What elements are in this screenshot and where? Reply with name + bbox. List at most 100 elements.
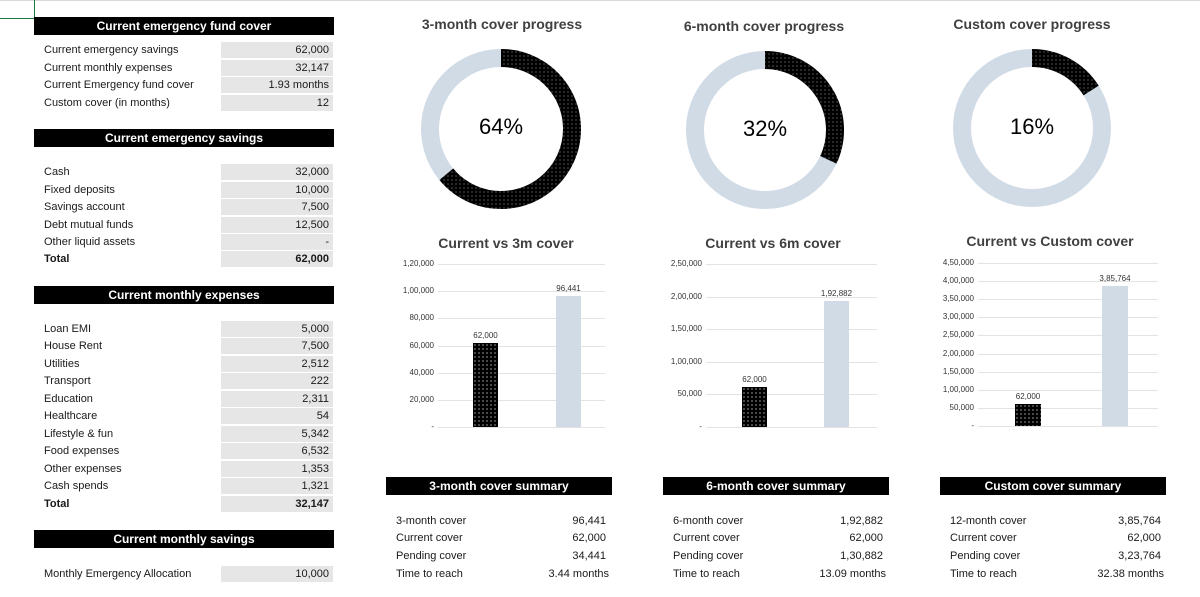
fund-cover-header: Current emergency fund cover xyxy=(34,17,334,35)
bar-3m-target xyxy=(556,296,581,427)
custom-cover-months-input[interactable]: 12 xyxy=(221,95,333,111)
bar-3m-current xyxy=(473,342,498,427)
expense-input[interactable]: 222 xyxy=(221,373,333,389)
summary-3m-header: 3-month cover summary xyxy=(386,477,612,495)
y-tick-label: 50,000 xyxy=(949,402,974,412)
y-tick-label: 3,00,000 xyxy=(942,312,974,322)
y-tick-label: 1,00,000 xyxy=(670,356,702,366)
y-tick-label: 50,000 xyxy=(677,389,702,399)
donut-3m-percent: 64% xyxy=(478,114,524,139)
gridline xyxy=(706,394,877,396)
gridline xyxy=(978,426,1158,427)
gridline xyxy=(978,299,1158,301)
bar-custom-current xyxy=(1015,403,1041,426)
y-tick-label: 4,00,000 xyxy=(942,276,974,286)
expense-label: Loan EMI xyxy=(44,323,92,335)
expenses-header: Current monthly expenses xyxy=(34,286,334,304)
fund-cover-value[interactable]: 1.93 months xyxy=(221,77,333,93)
expense-input[interactable]: 7,500 xyxy=(221,338,333,354)
summary-6m-value: 62,000 xyxy=(849,532,883,544)
y-tick-label: - xyxy=(971,421,974,430)
summary-custom-label: Current cover xyxy=(950,532,1017,544)
savings-total-value: 62,000 xyxy=(221,251,333,267)
summary-6m-value: 1,30,882 xyxy=(840,550,883,562)
donut-custom-title: Custom cover progress xyxy=(953,16,1111,32)
expense-label: Food expenses xyxy=(44,445,120,457)
savings-label: Cash xyxy=(44,166,70,178)
summary-3m-value: 3.44 months xyxy=(548,568,609,580)
y-tick-label: 1,00,000 xyxy=(942,384,974,394)
expenses-total-label: Total xyxy=(44,498,70,510)
donut-custom-percent: 16% xyxy=(1009,114,1055,139)
bar-data-label: 62,000 xyxy=(742,374,767,384)
summary-custom-header: Custom cover summary xyxy=(940,477,1166,495)
expense-input[interactable]: 2,512 xyxy=(221,356,333,372)
expense-input[interactable]: 6,532 xyxy=(221,443,333,459)
bar-data-label: 3,85,764 xyxy=(1099,274,1131,284)
y-tick-label: 60,000 xyxy=(409,340,434,350)
gridline xyxy=(706,427,877,428)
gridline xyxy=(978,371,1158,373)
expense-input[interactable]: 54 xyxy=(221,408,333,424)
expense-input[interactable]: 5,000 xyxy=(221,321,333,337)
sheet-top-border xyxy=(0,0,1200,1)
expense-input[interactable]: 1,353 xyxy=(221,461,333,477)
bar-data-label: 96,441 xyxy=(556,284,581,293)
monthly-allocation-label: Monthly Emergency Allocation xyxy=(44,568,192,580)
donut-6m-title: 6-month cover progress xyxy=(683,18,845,34)
selected-cell[interactable] xyxy=(0,0,35,19)
monthly-allocation-input[interactable]: 10,000 xyxy=(221,566,333,582)
bar-3m-title: Current vs 3m cover xyxy=(438,235,574,251)
y-tick-label: 2,50,000 xyxy=(942,330,974,340)
y-tick-label: - xyxy=(431,422,434,431)
summary-custom-value: 3,85,764 xyxy=(1118,515,1161,527)
gridline xyxy=(978,407,1158,409)
savings-input[interactable]: 7,500 xyxy=(221,199,333,215)
y-tick-label: 1,00,000 xyxy=(402,286,434,296)
expense-label: House Rent xyxy=(44,340,103,352)
fund-cover-label: Current Emergency fund cover xyxy=(44,79,194,91)
savings-input[interactable]: 12,500 xyxy=(221,217,333,233)
summary-6m-value: 13.09 months xyxy=(819,568,886,580)
fund-cover-value[interactable]: 62,000 xyxy=(221,42,333,58)
expenses-total-value: 32,147 xyxy=(221,496,333,512)
savings-label: Other liquid assets xyxy=(44,236,136,248)
expense-label: Transport xyxy=(44,375,91,387)
expense-label: Education xyxy=(44,393,93,405)
summary-6m-label: Current cover xyxy=(673,532,740,544)
summary-3m-label: 3-month cover xyxy=(396,515,467,527)
summary-3m-value: 96,441 xyxy=(572,515,606,527)
donut-6m-progress-slice xyxy=(764,51,844,164)
donut-3m-title: 3-month cover progress xyxy=(421,16,583,32)
savings-label: Savings account xyxy=(44,201,125,213)
fund-cover-value[interactable]: 32,147 xyxy=(221,60,333,76)
summary-3m-label: Time to reach xyxy=(396,568,463,580)
summary-custom-value: 32.38 months xyxy=(1097,568,1164,580)
gridline xyxy=(438,264,605,265)
savings-total-label: Total xyxy=(44,253,70,265)
summary-custom-value: 3,23,764 xyxy=(1118,550,1161,562)
summary-3m-value: 62,000 xyxy=(572,532,606,544)
summary-custom-label: Time to reach xyxy=(950,568,1017,580)
expense-input[interactable]: 5,342 xyxy=(221,426,333,442)
fund-cover-label: Current monthly expenses xyxy=(44,62,173,74)
donut-3m-chart xyxy=(421,49,581,209)
y-tick-label: 2,50,000 xyxy=(670,259,702,268)
gridline xyxy=(438,345,605,347)
savings-input[interactable]: 32,000 xyxy=(221,164,333,180)
expense-input[interactable]: 2,311 xyxy=(221,391,333,407)
summary-3m-value: 34,441 xyxy=(572,550,606,562)
savings-input[interactable]: - xyxy=(221,234,333,250)
summary-6m-label: 6-month cover xyxy=(673,515,744,527)
donut-custom-progress-slice xyxy=(1031,49,1099,96)
summary-6m-label: Pending cover xyxy=(673,550,744,562)
y-tick-label: 3,50,000 xyxy=(942,294,974,304)
fund-cover-label: Custom cover (in months) xyxy=(44,97,170,109)
summary-6m-label: Time to reach xyxy=(673,568,740,580)
gridline xyxy=(706,296,877,298)
donut-6m-chart xyxy=(686,51,844,209)
savings-input[interactable]: 10,000 xyxy=(221,182,333,198)
bar-data-label: 62,000 xyxy=(473,330,498,340)
gridline xyxy=(978,317,1158,319)
expense-input[interactable]: 1,321 xyxy=(221,478,333,494)
